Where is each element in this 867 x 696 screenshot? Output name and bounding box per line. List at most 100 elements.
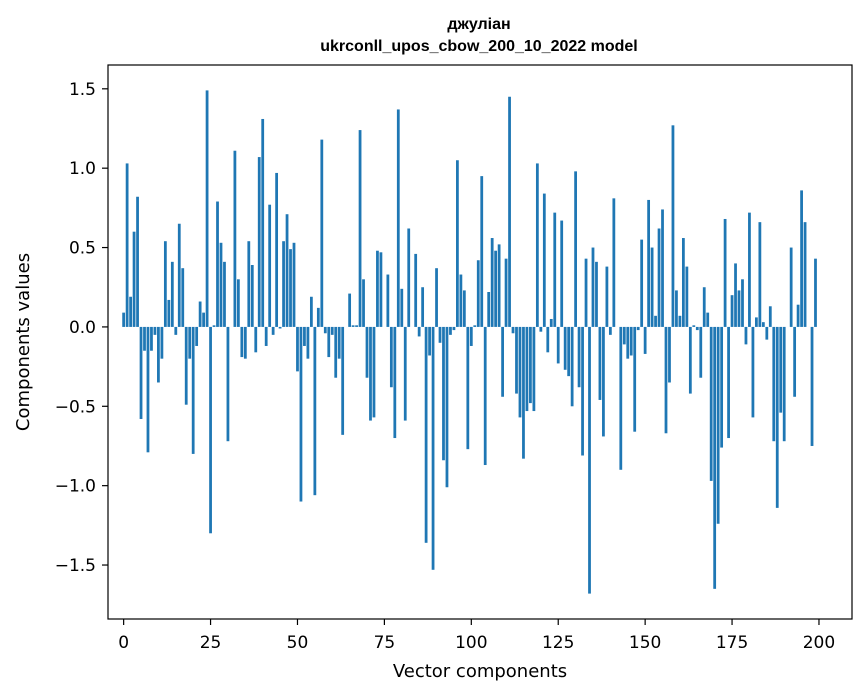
bar [167,299,171,327]
y-tick-label: 0.0 [69,318,96,338]
bar [574,171,577,327]
bar [122,312,126,327]
bar [664,326,668,434]
x-axis-ticks: 0 25 50 75 100 125 150 175 200 [118,619,835,653]
bar [303,326,306,346]
bar [685,266,689,327]
bar [553,212,557,327]
bar [508,96,511,327]
bar [306,326,310,359]
bar [741,279,744,327]
bar [584,258,588,327]
bar [143,326,146,351]
x-tick-label: 75 [374,633,396,653]
bar [341,326,345,435]
bar [490,238,494,327]
bar [595,261,598,327]
bar [476,260,480,327]
bar [737,290,741,327]
bar [709,326,713,481]
y-tick-label: −1.5 [55,556,96,576]
bar [275,172,279,327]
bar [243,326,247,359]
bar [170,261,174,327]
bar [758,222,762,327]
bar [560,220,564,327]
bar [497,244,501,327]
y-tick-label: 1.0 [69,159,96,179]
bar [417,326,421,337]
chart-subtitle: ukrconll_upos_cbow_200_10_2022 model [320,38,637,55]
bar [779,326,783,413]
bar [588,326,591,594]
bar [316,307,320,327]
bar [247,241,251,327]
bar [257,157,261,327]
bar [219,242,223,327]
bar [675,290,678,327]
y-tick-label: −0.5 [55,397,96,417]
bar [216,201,219,327]
bar [713,326,717,589]
bar [285,214,289,327]
bar [292,242,296,327]
bar [720,326,724,448]
bar [671,125,675,327]
bar [153,326,157,335]
bar [699,326,703,378]
bar [459,274,463,327]
bar [751,326,755,418]
bar [250,265,254,327]
bar [796,304,800,327]
bar [396,109,400,327]
bar [626,326,630,359]
bar [313,326,317,496]
bar [157,326,160,383]
bar [386,274,390,327]
bar [504,258,508,327]
bar [320,139,324,327]
bar [365,326,369,378]
bar [163,241,167,327]
bar [765,326,769,340]
bar [195,326,199,346]
bar [278,326,282,329]
bar [546,326,550,353]
bar [369,326,372,421]
bar [511,326,515,334]
bar [442,326,445,461]
bar [236,279,240,327]
bar [487,292,491,327]
bar [768,306,772,327]
bar [188,326,192,359]
bar [358,130,362,327]
bar [271,326,275,335]
bar [657,228,661,327]
bar [800,190,803,327]
bar [518,326,522,418]
bar [761,322,765,327]
chart-title: джуліан [447,16,510,33]
bar [414,253,418,327]
bar [654,315,657,327]
bar [650,247,654,327]
bar [268,204,272,327]
bar [198,301,202,327]
bar [501,326,504,397]
bar [139,326,143,419]
bar [362,279,365,327]
bar [389,326,393,388]
bar [233,150,237,327]
bar [727,326,730,439]
bar [647,199,651,327]
bar [177,223,181,327]
bar [643,326,647,354]
bar [438,326,442,343]
bar [407,228,411,327]
bar [688,326,692,394]
bar [372,326,376,418]
bar [695,326,699,331]
bar [748,212,751,327]
y-axis-ticks: 1.5 1.0 0.5 0.0 −0.5 −1.0 −1.5 [55,80,108,576]
bar [379,252,383,327]
